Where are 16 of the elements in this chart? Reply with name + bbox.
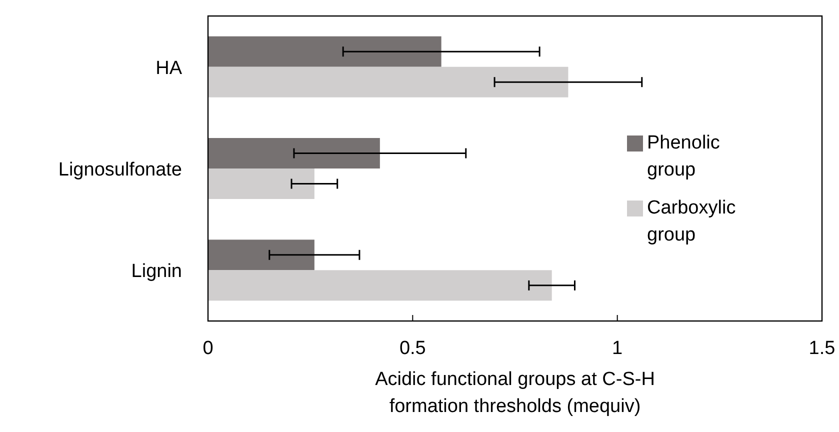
x-tick-label: 0.5 — [399, 338, 426, 359]
bar — [208, 168, 314, 199]
legend-label: Carboxylic group — [647, 198, 736, 246]
bar — [208, 36, 442, 67]
x-axis-title: Acidic functional groups at C-S-H formation thresholds (mequiv) — [375, 369, 655, 417]
y-tick-label: Lignin — [131, 261, 182, 282]
bar — [208, 66, 568, 98]
x-tick-label: 0 — [202, 338, 214, 359]
bar — [208, 138, 380, 168]
y-tick-label: Lignosulfonate — [58, 160, 182, 180]
legend-label: Phenolic group — [647, 132, 720, 180]
x-tick-label: 1 — [612, 338, 623, 359]
x-tick-label: 1.5 — [808, 338, 836, 359]
y-tick-label: HA — [156, 58, 182, 79]
bar — [208, 270, 552, 301]
bar — [208, 240, 314, 270]
